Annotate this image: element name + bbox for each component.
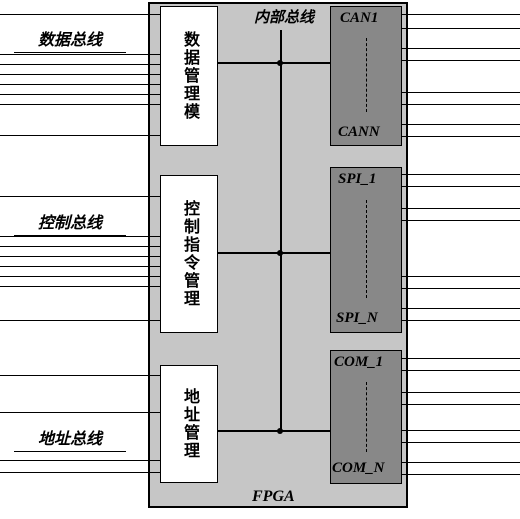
internal-h-bus-left: [218, 252, 280, 254]
right-bus-line: [402, 288, 520, 289]
bus-junction: [277, 250, 283, 256]
addr-mgmt: 地址管理: [160, 365, 218, 483]
right-bus-line: [402, 320, 520, 321]
left-bus-line: [0, 236, 160, 237]
left-bus-line: [0, 412, 160, 413]
ctrl-bus-lbl: 控制总线: [14, 209, 126, 236]
right-bus-line: [402, 404, 520, 405]
internal-vertical-bus: [280, 30, 282, 430]
left-bus-line: [0, 472, 160, 473]
right-bus-line: [402, 358, 520, 359]
right-bus-line: [402, 174, 520, 175]
right-bus-line: [402, 276, 520, 277]
right-bus-line: [402, 392, 520, 393]
left-bus-line: [0, 246, 160, 247]
right-bus-line: [402, 208, 520, 209]
bus-junction: [277, 60, 283, 66]
data-mgmt: 数据管理模: [160, 6, 218, 146]
left-bus-line: [0, 375, 160, 376]
internal-h-bus-right: [280, 430, 330, 432]
internal-h-bus-right: [280, 62, 330, 64]
fpga-label: FPGA: [252, 488, 295, 506]
internal-h-bus-left: [218, 62, 280, 64]
left-bus-line: [0, 94, 160, 95]
left-bus-line: [0, 74, 160, 75]
spi-block-top-label: SPI_1: [338, 171, 376, 188]
com-block-top-label: COM_1: [334, 354, 383, 371]
left-bus-line: [0, 135, 160, 136]
addr-bus-lbl-wrap: 地址总线: [14, 423, 126, 452]
spi-block-ellipsis: [366, 200, 367, 298]
left-bus-line: [0, 266, 160, 267]
ctrl-mgmt-label: 控制指令管理: [177, 200, 201, 308]
can-block-ellipsis: [366, 38, 367, 112]
ctrl-mgmt: 控制指令管理: [160, 175, 218, 333]
left-bus-line: [0, 54, 160, 55]
com-block-ellipsis: [366, 382, 367, 452]
left-bus-line: [0, 84, 160, 85]
right-bus-line: [402, 462, 520, 463]
right-bus-line: [402, 104, 520, 105]
left-bus-line: [0, 276, 160, 277]
data-bus-lbl-wrap: 数据总线: [14, 24, 126, 53]
right-bus-line: [402, 60, 520, 61]
can-block-top-label: CAN1: [340, 10, 378, 27]
internal-bus-label: 内部总线: [254, 6, 314, 27]
right-bus-line: [402, 186, 520, 187]
right-bus-line: [402, 92, 520, 93]
left-bus-line: [0, 104, 160, 105]
internal-h-bus-right: [280, 252, 330, 254]
ctrl-bus-lbl-wrap: 控制总线: [14, 207, 126, 236]
left-bus-line: [0, 256, 160, 257]
spi-block-bot-label: SPI_N: [336, 310, 378, 327]
right-bus-line: [402, 430, 520, 431]
left-bus-line: [0, 460, 160, 461]
right-bus-line: [402, 308, 520, 309]
addr-bus-lbl: 地址总线: [14, 425, 126, 452]
data-bus-lbl: 数据总线: [14, 26, 126, 53]
left-bus-line: [0, 196, 160, 197]
can-block-bot-label: CANN: [338, 124, 380, 141]
right-bus-line: [402, 442, 520, 443]
left-bus-line: [0, 64, 160, 65]
data-mgmt-label: 数据管理模: [177, 31, 201, 121]
right-bus-line: [402, 370, 520, 371]
right-bus-line: [402, 136, 520, 137]
right-bus-line: [402, 124, 520, 125]
com-block-bot-label: COM_N: [332, 460, 385, 477]
left-bus-line: [0, 286, 160, 287]
right-bus-line: [402, 220, 520, 221]
left-bus-line: [0, 14, 160, 15]
right-bus-line: [402, 28, 520, 29]
right-bus-line: [402, 474, 520, 475]
addr-mgmt-label: 地址管理: [177, 388, 201, 460]
right-bus-line: [402, 48, 520, 49]
left-bus-line: [0, 320, 160, 321]
right-bus-line: [402, 14, 520, 15]
bus-junction: [277, 428, 283, 434]
internal-h-bus-left: [218, 430, 280, 432]
